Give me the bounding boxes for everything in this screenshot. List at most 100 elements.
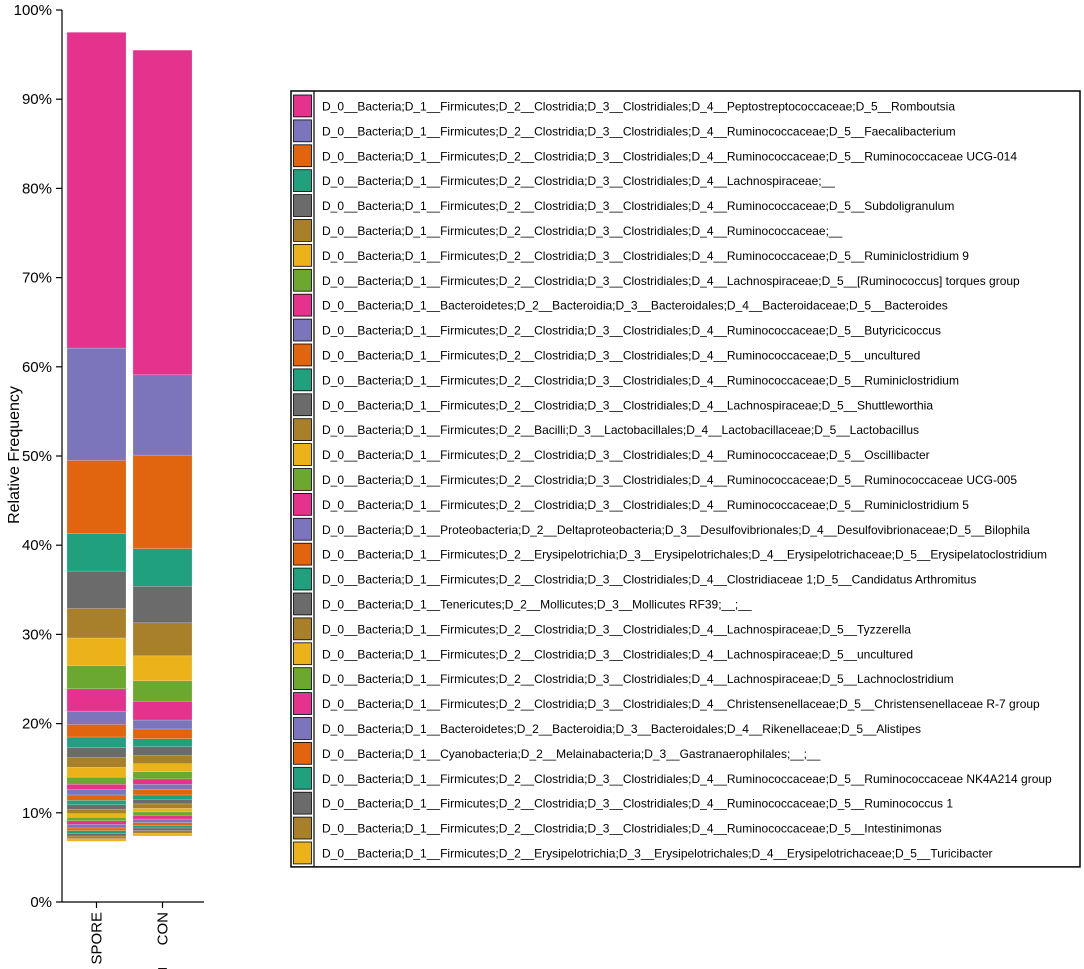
- legend-label: D_0__Bacteria;D_1__Firmicutes;D_2__Clost…: [322, 573, 976, 587]
- legend-label: D_0__Bacteria;D_1__Firmicutes;D_2__Erysi…: [322, 548, 1047, 562]
- bar-segment-spore-18: [66, 794, 127, 801]
- legend-swatch: [293, 717, 312, 740]
- x-axis: SPORE CON _: [62, 901, 204, 969]
- legend-swatch: [293, 816, 312, 840]
- y-tick-label: 0%: [30, 894, 52, 911]
- y-tick-label: 100%: [14, 2, 52, 19]
- y-axis: 0% 10% 20% 30% 40% 50% 60% 70% 80% 90% 100%: [14, 2, 63, 911]
- legend-label: D_0__Bacteria;D_1__Firmicutes;D_2__Bacil…: [322, 423, 919, 437]
- legend-label: D_0__Bacteria;D_1__Firmicutes;D_2__Clost…: [322, 797, 953, 811]
- bar-segment-con-5: [132, 622, 193, 657]
- legend-label: D_0__Bacteria;D_1__Firmicutes;D_2__Clost…: [322, 274, 1020, 288]
- bar-segment-spore-23: [66, 817, 127, 822]
- bar-segment-spore-16: [66, 784, 127, 790]
- legend-label: D_0__Bacteria;D_1__Firmicutes;D_2__Clost…: [322, 448, 930, 462]
- legend-swatch: [293, 318, 312, 342]
- bar-segment-spore-20: [66, 804, 127, 810]
- legend-label: D_0__Bacteria;D_1__Firmicutes;D_2__Clost…: [322, 822, 942, 836]
- bar-segment-spore-12: [66, 747, 127, 758]
- x-tick-label-con: CON: [155, 912, 172, 945]
- legend-label: D_0__Bacteria;D_1__Firmicutes;D_2__Clost…: [322, 622, 911, 636]
- legend-swatch: [293, 742, 312, 765]
- bar-segment-con-30: [132, 833, 193, 837]
- bar-segment-con-15: [132, 771, 193, 780]
- bar-segment-spore-9: [66, 710, 127, 725]
- legend-label: D_0__Bacteria;D_1__Proteobacteria;D_2__D…: [322, 523, 1030, 537]
- bar-segment-spore-6: [66, 637, 127, 666]
- bar-segment-spore-4: [66, 570, 127, 609]
- bar-segment-con-16: [132, 778, 193, 785]
- legend-label: D_0__Bacteria;D_1__Firmicutes;D_2__Clost…: [322, 249, 969, 263]
- bar-segment-spore-8: [66, 688, 127, 712]
- legend-label: D_0__Bacteria;D_1__Firmicutes;D_2__Clost…: [322, 697, 1040, 711]
- bar-segment-spore-25: [66, 824, 127, 829]
- legend-swatch: [293, 293, 312, 317]
- bar-segment-con-12: [132, 746, 193, 756]
- legend-swatch: [293, 443, 312, 466]
- bar-segment-con-6: [132, 655, 193, 682]
- bar-segment-con-22: [132, 808, 193, 813]
- bar-segment-con-17: [132, 784, 193, 790]
- bar-segment-spore-19: [66, 800, 127, 806]
- legend-swatch: [293, 94, 312, 118]
- bar-segment-con-28: [132, 827, 193, 831]
- bar-segment-spore-3: [66, 533, 127, 572]
- bar-segment-spore-5: [66, 608, 127, 639]
- legend-label: D_0__Bacteria;D_1__Firmicutes;D_2__Clost…: [322, 99, 955, 113]
- bar-segment-con-8: [132, 701, 193, 721]
- bar-segment-spore-1: [66, 347, 127, 461]
- bar-segment-spore-26: [66, 827, 127, 831]
- legend-label: D_0__Bacteria;D_1__Firmicutes;D_2__Clost…: [322, 174, 835, 188]
- bar-segment-spore-17: [66, 789, 127, 796]
- bar-segment-con-0: [132, 49, 193, 376]
- bar-segment-spore-11: [66, 736, 127, 748]
- bar-segment-spore-28: [66, 833, 127, 837]
- bar-segment-spore-22: [66, 813, 127, 818]
- bar-segment-con-26: [132, 822, 193, 826]
- bar-segment-spore-14: [66, 767, 127, 778]
- x-axis-note: _: [157, 953, 167, 969]
- legend-label: D_0__Bacteria;D_1__Firmicutes;D_2__Clost…: [322, 672, 954, 686]
- bar-segment-spore-21: [66, 808, 127, 814]
- bar-segment-spore-15: [66, 776, 127, 785]
- bar-segment-spore-7: [66, 665, 127, 690]
- bar-segment-con-18: [132, 789, 193, 796]
- legend-label: D_0__Bacteria;D_1__Firmicutes;D_2__Clost…: [322, 149, 1017, 163]
- legend-label: D_0__Bacteria;D_1__Firmicutes;D_2__Clost…: [322, 224, 843, 238]
- bar-segment-con-9: [132, 719, 193, 730]
- bar-segment-spore-29: [66, 835, 127, 839]
- legend-label: D_0__Bacteria;D_1__Bacteroidetes;D_2__Ba…: [322, 722, 921, 736]
- legend-box: [290, 90, 1081, 868]
- bar-segment-con-4: [132, 585, 193, 624]
- bars: [66, 32, 193, 842]
- bar-segment-con-25: [132, 818, 193, 823]
- legend-label: D_0__Bacteria;D_1__Firmicutes;D_2__Erysi…: [322, 846, 993, 860]
- bar-segment-spore-30: [66, 838, 127, 842]
- y-tick-label: 30%: [22, 626, 52, 643]
- bar-segment-spore-10: [66, 724, 127, 738]
- bar-segment-con-1: [132, 374, 193, 456]
- legend-swatch: [293, 368, 312, 392]
- legend-swatch: [293, 343, 312, 367]
- legend-label: D_0__Bacteria;D_1__Firmicutes;D_2__Clost…: [322, 199, 954, 213]
- y-axis-title: Relative Frequency: [6, 386, 23, 524]
- bar-segment-spore-27: [66, 830, 127, 834]
- bar-segment-con-11: [132, 738, 193, 748]
- legend-swatch: [293, 517, 312, 541]
- bar-segment-con-19: [132, 794, 193, 800]
- y-tick-label: 80%: [22, 180, 52, 197]
- y-tick-label: 10%: [22, 805, 52, 822]
- bar-segment-spore-2: [66, 460, 127, 534]
- bar-segment-con-27: [132, 825, 193, 829]
- legend-label: D_0__Bacteria;D_1__Firmicutes;D_2__Clost…: [322, 348, 920, 362]
- bar-segment-con-7: [132, 680, 193, 702]
- y-tick-label: 90%: [22, 91, 52, 108]
- legend-label: D_0__Bacteria;D_1__Firmicutes;D_2__Clost…: [322, 473, 1017, 487]
- bar-segment-spore-13: [66, 757, 127, 768]
- bar-segment-con-24: [132, 815, 193, 820]
- legend-label: D_0__Bacteria;D_1__Firmicutes;D_2__Clost…: [322, 647, 913, 661]
- y-tick-label: 70%: [22, 270, 52, 287]
- legend-label: D_0__Bacteria;D_1__Firmicutes;D_2__Clost…: [322, 373, 959, 387]
- bar-segment-spore-0: [66, 32, 127, 349]
